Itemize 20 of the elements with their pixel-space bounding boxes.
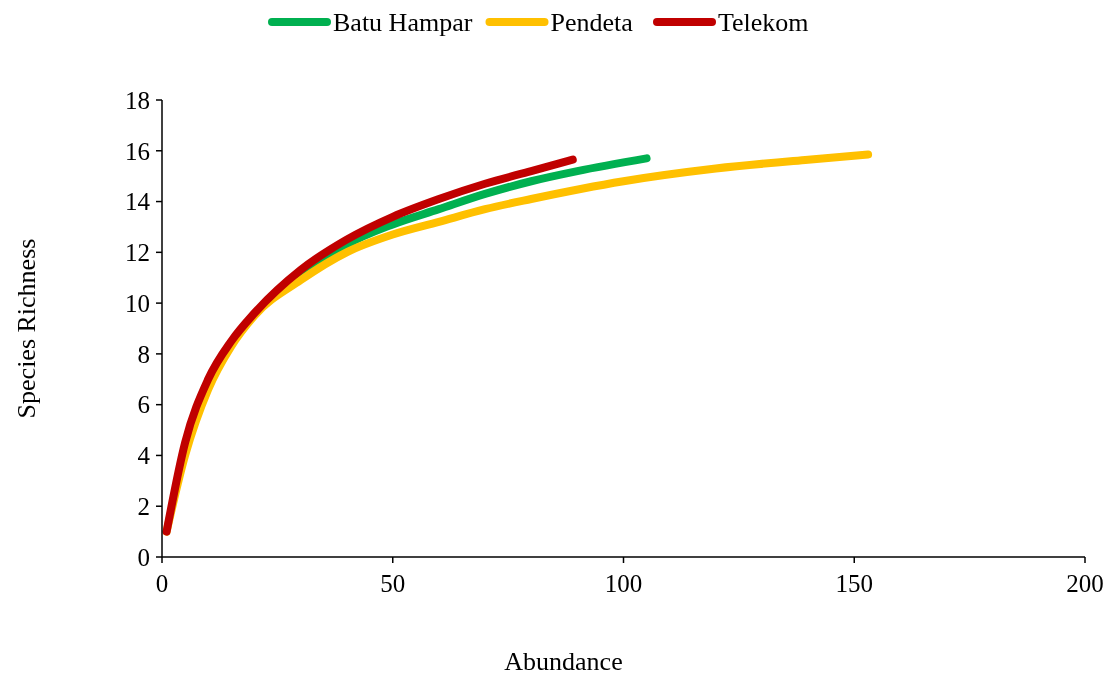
legend-label: Telekom xyxy=(718,8,809,38)
x-tick-label: 100 xyxy=(604,570,643,597)
y-tick-label: 0 xyxy=(137,543,150,571)
y-tick-label: 6 xyxy=(137,391,150,419)
y-tick-label: 16 xyxy=(125,137,150,165)
x-tick-label: 200 xyxy=(1066,570,1104,597)
legend-label: Batu Hampar xyxy=(333,8,473,38)
x-tick-label: 150 xyxy=(835,570,873,597)
legend-label: Pendeta xyxy=(550,8,634,38)
x-axis-title: Abundance xyxy=(504,647,623,676)
y-tick-label: 10 xyxy=(125,289,150,317)
y-tick-label: 8 xyxy=(137,340,150,368)
x-tick-label: 50 xyxy=(380,570,406,597)
y-tick-label: 2 xyxy=(137,492,150,520)
y-tick-label: 12 xyxy=(125,239,150,267)
y-axis-title: Species Richness xyxy=(12,238,41,419)
x-tick-label: 0 xyxy=(155,570,169,597)
y-tick-label: 18 xyxy=(125,86,150,114)
y-tick-label: 4 xyxy=(137,442,151,470)
y-tick-label: 14 xyxy=(125,188,151,216)
